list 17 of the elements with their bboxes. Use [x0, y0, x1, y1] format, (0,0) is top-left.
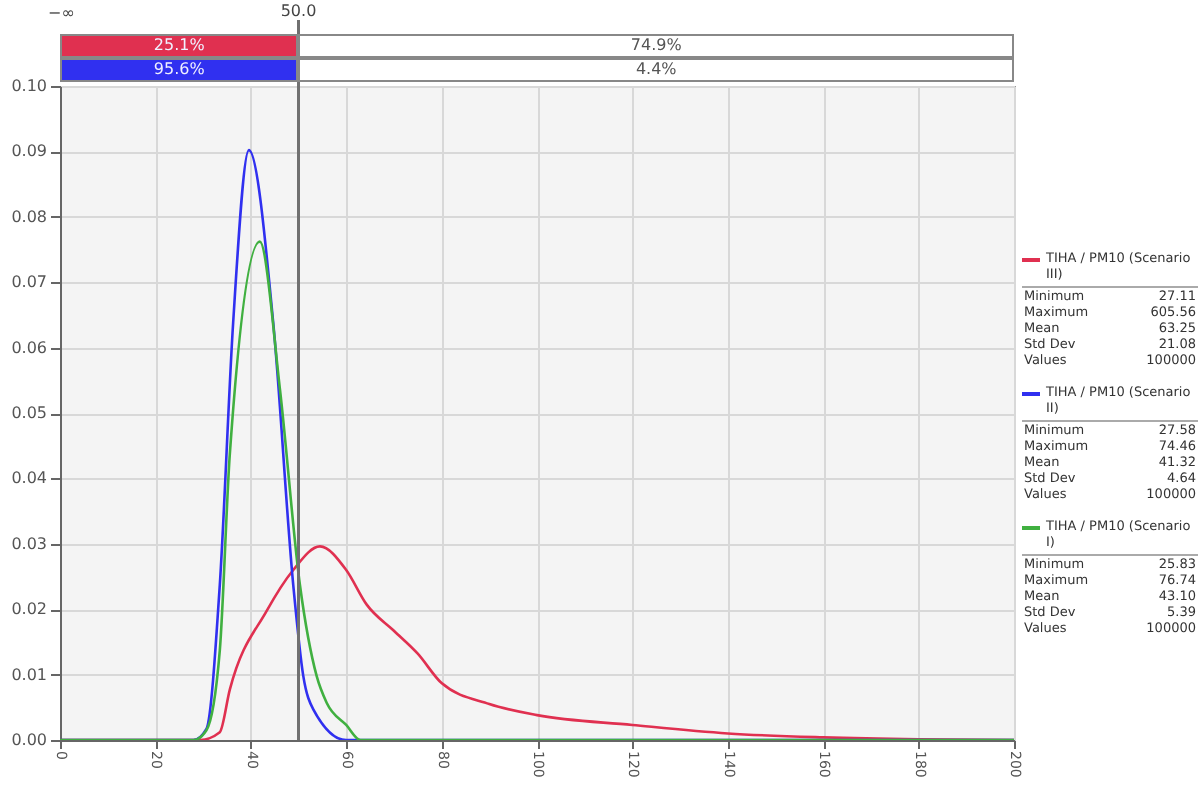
y-tick-label: 0.09: [11, 142, 47, 161]
y-tick-label: 0.05: [11, 404, 47, 422]
y-tick-label: 0.02: [11, 600, 47, 619]
text: 74.9%: [298, 34, 1014, 58]
y-tick-label: 0.06: [11, 338, 47, 357]
y-tick-label: 0.03: [11, 534, 47, 553]
y-tick-label: 0.04: [11, 469, 47, 488]
y-tick-label: 0.10: [11, 77, 47, 95]
text: −∞: [48, 4, 75, 22]
y-tick-label: 0.07: [11, 273, 47, 292]
y-tick-label: 0.00: [11, 731, 47, 749]
y-tick-label: 0.08: [11, 207, 47, 226]
ref-line-label: 50.0: [280, 2, 317, 20]
text: 4.4%: [298, 58, 1014, 82]
text: 25.1%: [60, 34, 299, 58]
y-tick-label: 0.01: [11, 665, 47, 684]
text: 95.6%: [60, 58, 299, 82]
